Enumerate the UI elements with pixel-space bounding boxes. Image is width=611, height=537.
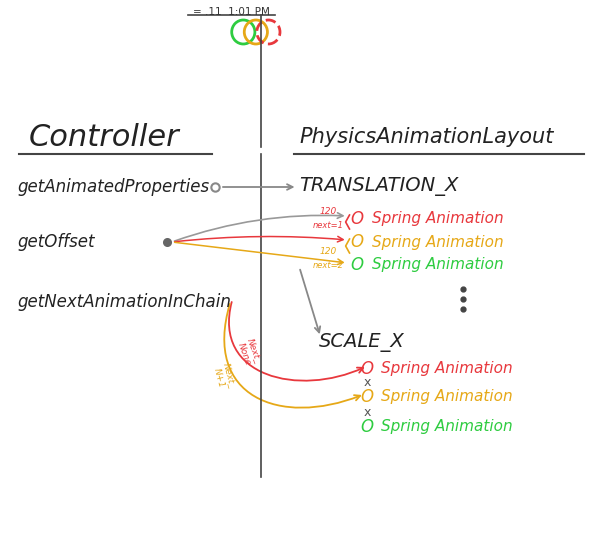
Text: = .11  1:01 PM: = .11 1:01 PM bbox=[193, 7, 270, 17]
Text: 120: 120 bbox=[320, 248, 337, 257]
Text: Next_
None: Next_ None bbox=[236, 337, 263, 367]
Text: O: O bbox=[351, 210, 364, 228]
Text: Spring Animation: Spring Animation bbox=[381, 361, 513, 376]
Text: PhysicsAnimationLayout: PhysicsAnimationLayout bbox=[299, 127, 554, 147]
Text: Next_
N+1: Next_ N+1 bbox=[211, 362, 236, 392]
Text: next=1: next=1 bbox=[313, 221, 344, 230]
Text: Spring Animation: Spring Animation bbox=[371, 235, 503, 250]
Text: x: x bbox=[363, 407, 370, 419]
Text: next=2: next=2 bbox=[313, 260, 344, 270]
Text: O: O bbox=[360, 360, 373, 378]
Text: O: O bbox=[351, 256, 364, 274]
Text: Spring Animation: Spring Animation bbox=[381, 389, 513, 404]
Text: O: O bbox=[360, 388, 373, 406]
Text: Spring Animation: Spring Animation bbox=[381, 419, 513, 434]
Text: getNextAnimationInChain: getNextAnimationInChain bbox=[17, 293, 231, 311]
Text: Controller: Controller bbox=[29, 122, 180, 151]
Text: getOffset: getOffset bbox=[17, 233, 95, 251]
Text: TRANSLATION_X: TRANSLATION_X bbox=[299, 178, 459, 197]
Text: x: x bbox=[363, 376, 370, 389]
Text: getAnimatedProperties: getAnimatedProperties bbox=[17, 178, 210, 196]
FancyArrowPatch shape bbox=[224, 304, 360, 408]
Text: Spring Animation: Spring Animation bbox=[371, 258, 503, 272]
Text: O: O bbox=[351, 233, 364, 251]
Text: 120: 120 bbox=[320, 207, 337, 215]
Text: Spring Animation: Spring Animation bbox=[371, 212, 503, 227]
Text: O: O bbox=[360, 418, 373, 436]
Text: SCALE_X: SCALE_X bbox=[318, 332, 404, 352]
FancyArrowPatch shape bbox=[229, 302, 363, 381]
